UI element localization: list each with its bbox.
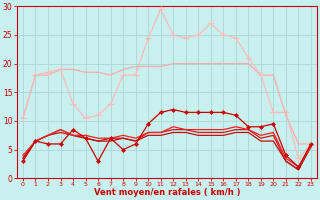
- X-axis label: Vent moyen/en rafales ( km/h ): Vent moyen/en rafales ( km/h ): [94, 188, 240, 197]
